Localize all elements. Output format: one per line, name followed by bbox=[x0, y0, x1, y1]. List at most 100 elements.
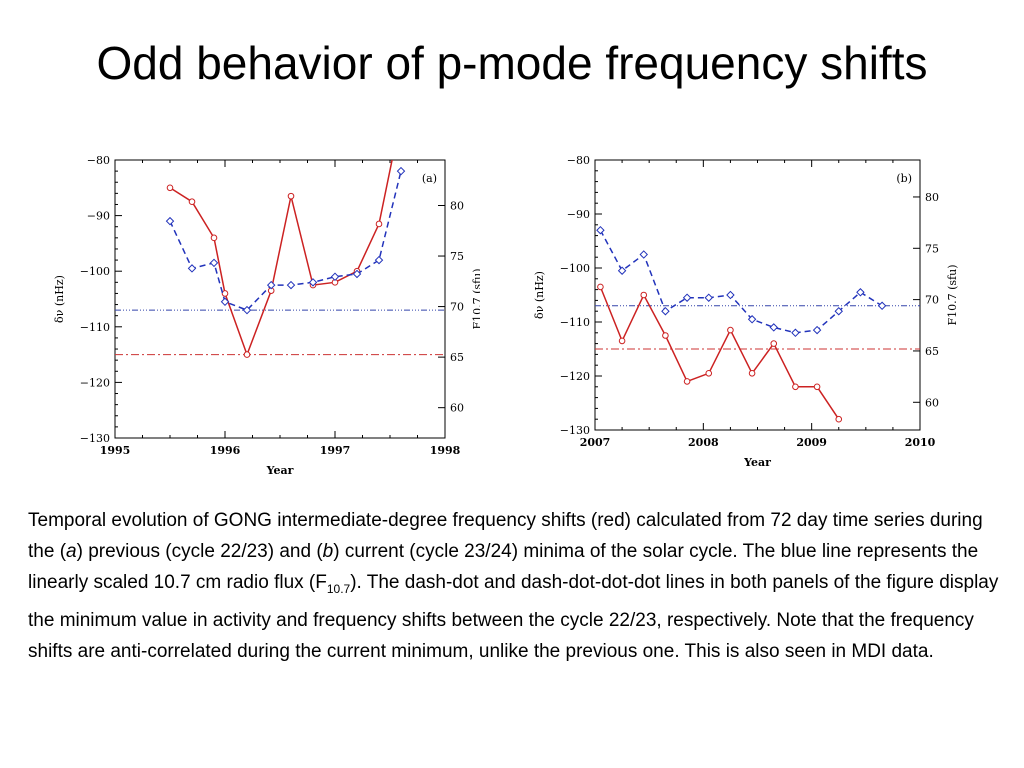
chart-panel-b: −80 −90 −100 −110 −120 −130 60 65 70 75 80 2007 2008… bbox=[530, 140, 980, 480]
data-point-radio-flux bbox=[661, 306, 670, 316]
data-point-frequency-shift bbox=[792, 383, 799, 391]
data-point-frequency-shift bbox=[683, 378, 691, 385]
data-point-radio-flux bbox=[747, 315, 757, 324]
y-tick-label: −120 bbox=[80, 376, 110, 389]
caption-italic-b: b bbox=[322, 541, 334, 562]
series-group bbox=[165, 141, 406, 358]
y-tick-label: −80 bbox=[567, 154, 590, 167]
x-tick-label: 2008 bbox=[688, 436, 719, 449]
x-tick-label: 2010 bbox=[905, 436, 936, 449]
slide-title: Odd behavior of p-mode frequency shifts bbox=[96, 37, 928, 89]
panel-label: (a) bbox=[422, 172, 437, 185]
x-tick-label: 1998 bbox=[430, 444, 461, 457]
data-point-radio-flux bbox=[856, 288, 865, 297]
y-axis-label: δν (nHz) bbox=[533, 271, 546, 319]
x-tick-label: 1997 bbox=[320, 444, 351, 457]
data-point-frequency-shift bbox=[640, 291, 648, 299]
data-point-radio-flux bbox=[617, 266, 627, 275]
caption-part-2: ) previous (cycle 22/23) and ( bbox=[76, 541, 323, 562]
data-point-radio-flux bbox=[286, 280, 296, 290]
data-point-frequency-shift bbox=[770, 340, 778, 347]
caption-part-3: ) current (cycle 23/24) minima of the so… bbox=[28, 541, 979, 593]
caption-part-1: Temporal evolution of GONG intermediate-… bbox=[28, 510, 983, 562]
data-point-frequency-shift bbox=[166, 184, 174, 192]
data-point-frequency-shift bbox=[618, 337, 626, 345]
data-point-radio-flux bbox=[352, 269, 362, 279]
data-point-radio-flux bbox=[812, 325, 822, 335]
y-right-tick-label: 70 bbox=[925, 294, 939, 307]
figure-caption: Temporal evolution of GONG intermediate-… bbox=[28, 505, 1003, 667]
y-tick-label: −90 bbox=[567, 208, 590, 221]
series-line-radio-flux bbox=[599, 229, 883, 334]
plot-frame bbox=[114, 159, 446, 439]
y-axis-label: δν (nHz) bbox=[53, 275, 66, 323]
data-point-radio-flux bbox=[209, 258, 219, 268]
data-point-frequency-shift bbox=[662, 332, 669, 339]
data-point-frequency-shift bbox=[393, 141, 399, 147]
y-right-axis-label: F10.7 (sfu) bbox=[471, 268, 480, 329]
y-right-tick-label: 80 bbox=[925, 191, 939, 204]
y-tick-label: −100 bbox=[560, 262, 590, 275]
data-point-radio-flux bbox=[330, 272, 340, 282]
data-point-radio-flux bbox=[396, 166, 406, 176]
x-axis-label: Year bbox=[266, 464, 294, 477]
panel-label: (b) bbox=[896, 172, 912, 185]
y-right-tick-label: 75 bbox=[925, 242, 939, 255]
x-axis-label: Year bbox=[743, 456, 771, 469]
x-tick-label: 1996 bbox=[210, 444, 241, 457]
data-point-frequency-shift bbox=[188, 198, 196, 206]
caption-part-4: ). The dash-dot and dash-dot-dot-dot lin… bbox=[28, 572, 999, 662]
y-tick-label: −110 bbox=[560, 316, 590, 329]
data-point-frequency-shift bbox=[813, 383, 821, 391]
data-point-radio-flux bbox=[374, 255, 384, 265]
data-point-frequency-shift bbox=[727, 326, 734, 334]
caption-subscript: 10.7 bbox=[326, 581, 351, 596]
data-point-radio-flux bbox=[308, 278, 318, 287]
data-point-radio-flux bbox=[769, 323, 778, 332]
y-tick-label: −80 bbox=[87, 154, 110, 167]
y-tick-label: −130 bbox=[80, 432, 110, 445]
data-point-frequency-shift bbox=[375, 220, 383, 228]
data-point-radio-flux bbox=[639, 250, 648, 259]
series-line-frequency-shift bbox=[599, 286, 840, 420]
data-point-radio-flux bbox=[682, 293, 692, 302]
y-right-tick-label: 65 bbox=[925, 345, 939, 358]
data-point-radio-flux bbox=[877, 301, 887, 311]
data-point-radio-flux bbox=[187, 264, 197, 273]
x-tick-label: 2007 bbox=[580, 436, 611, 449]
y-right-tick-label: 80 bbox=[450, 199, 464, 212]
chart-panel-a: −80 −90 −100 −110 −120 −130 60 65 70 75 80 1995 1996… bbox=[40, 140, 480, 490]
y-right-axis-label: F10.7 (sfu) bbox=[946, 264, 959, 325]
x-tick-label: 1995 bbox=[100, 444, 131, 457]
y-tick-label: −120 bbox=[560, 370, 590, 383]
y-tick-label: −90 bbox=[87, 210, 110, 223]
y-right-tick-label: 60 bbox=[450, 402, 464, 415]
series-group bbox=[596, 225, 887, 423]
data-point-radio-flux bbox=[834, 306, 843, 316]
y-tick-label: −130 bbox=[560, 424, 590, 437]
data-point-frequency-shift bbox=[705, 370, 713, 377]
series-line-radio-flux bbox=[169, 170, 402, 311]
y-right-tick-label: 60 bbox=[925, 396, 939, 409]
data-point-frequency-shift bbox=[243, 351, 251, 358]
data-point-frequency-shift bbox=[287, 192, 295, 200]
data-point-frequency-shift bbox=[221, 290, 229, 297]
y-right-tick-label: 70 bbox=[450, 301, 464, 314]
y-tick-label: −100 bbox=[80, 265, 110, 278]
caption-italic-a: a bbox=[66, 541, 77, 562]
data-point-radio-flux bbox=[242, 305, 252, 315]
data-point-radio-flux bbox=[791, 328, 800, 338]
data-point-frequency-shift bbox=[748, 370, 756, 377]
data-point-frequency-shift bbox=[835, 415, 843, 423]
y-tick-label: −110 bbox=[80, 321, 110, 334]
y-right-tick-label: 75 bbox=[450, 250, 464, 263]
data-point-radio-flux bbox=[220, 297, 230, 307]
series-line-frequency-shift bbox=[169, 160, 393, 357]
data-point-radio-flux bbox=[704, 293, 713, 302]
y-right-tick-label: 65 bbox=[450, 351, 464, 364]
x-tick-label: 2009 bbox=[796, 436, 827, 449]
data-point-radio-flux bbox=[165, 216, 175, 226]
data-point-radio-flux bbox=[266, 280, 276, 290]
data-point-frequency-shift bbox=[210, 234, 218, 242]
data-point-radio-flux bbox=[726, 290, 735, 300]
